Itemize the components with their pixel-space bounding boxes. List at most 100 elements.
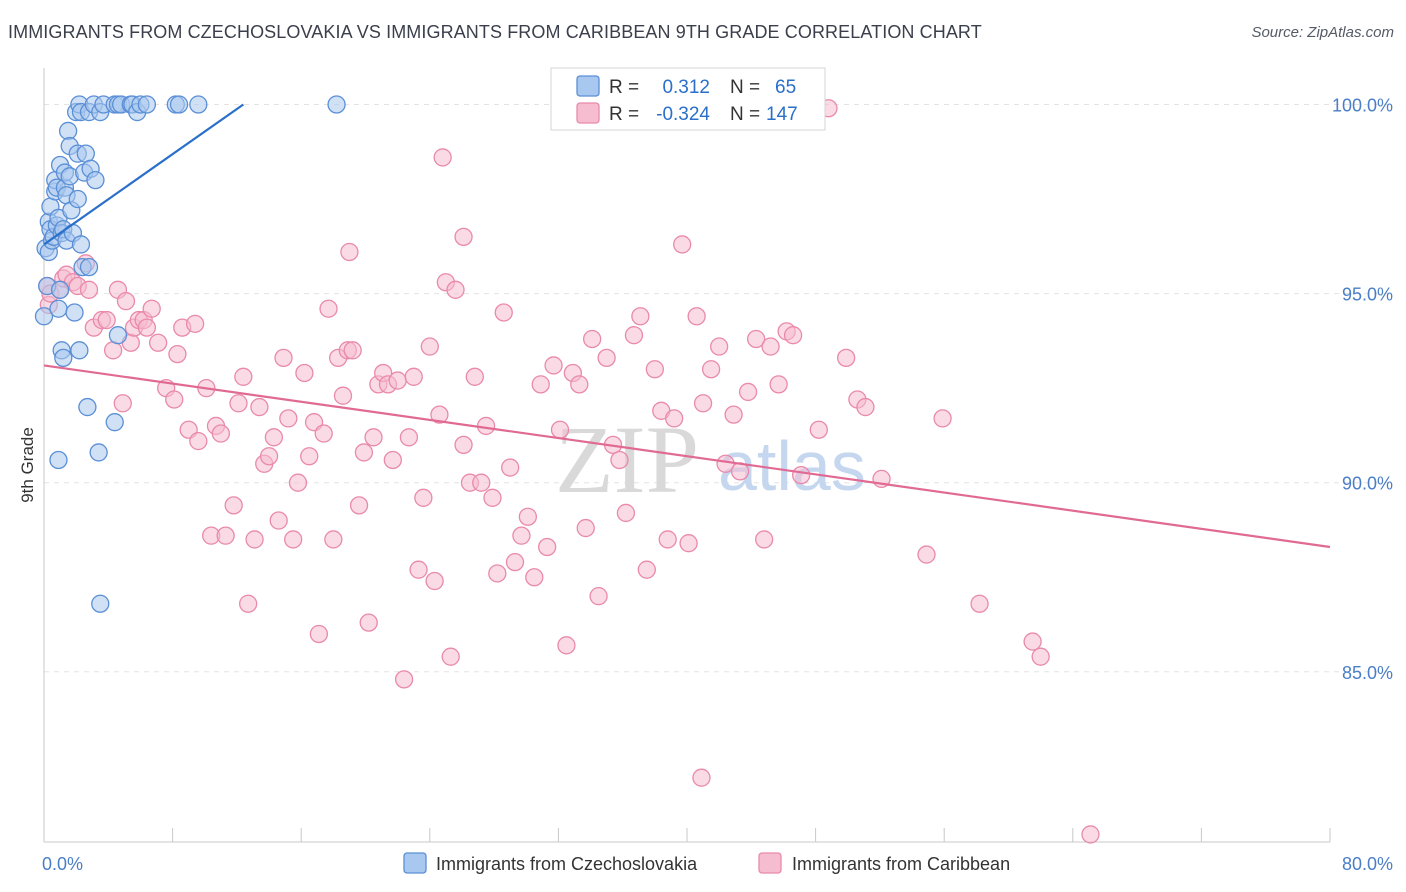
data-point-pink xyxy=(701,360,721,379)
data-point-pink xyxy=(324,530,343,549)
data-point-pink xyxy=(518,507,538,526)
data-point-pink xyxy=(295,363,314,383)
data-point-blue xyxy=(68,189,87,209)
data-point-pink xyxy=(185,314,205,333)
data-point-pink xyxy=(465,367,484,386)
data-point-pink xyxy=(624,326,644,345)
data-point-pink xyxy=(343,341,362,360)
n-value-blue: 65 xyxy=(775,77,796,98)
data-point-pink xyxy=(279,409,298,428)
data-point-pink xyxy=(687,307,706,326)
data-point-pink xyxy=(264,428,284,447)
bottom-legend-swatch-blue xyxy=(403,852,427,874)
data-point-pink xyxy=(333,386,353,405)
data-point-pink xyxy=(637,560,656,579)
data-point-pink xyxy=(142,299,161,318)
data-point-pink xyxy=(116,291,136,311)
data-point-blue xyxy=(50,280,70,299)
data-point-pink xyxy=(113,394,132,413)
data-point-pink xyxy=(165,390,184,409)
y-tick-label: 95.0% xyxy=(1342,285,1393,305)
bottom-legend-label-pink: Immigrants from Caribbean xyxy=(792,854,1010,874)
data-point-pink xyxy=(340,242,359,262)
data-point-pink xyxy=(364,428,383,447)
data-point-pink xyxy=(1081,825,1100,844)
r-value-blue: 0.312 xyxy=(662,77,710,98)
data-point-pink xyxy=(610,450,629,470)
legend-swatch-blue xyxy=(576,75,600,97)
data-point-pink xyxy=(769,375,788,394)
data-point-blue xyxy=(137,95,157,114)
data-point-pink xyxy=(738,382,758,402)
data-point-pink xyxy=(425,571,444,591)
x-tick-label-max: 80.0% xyxy=(1342,854,1393,874)
data-point-pink xyxy=(616,503,636,523)
data-point-pink xyxy=(1023,632,1042,651)
data-point-pink xyxy=(761,337,780,356)
legend-swatch-pink xyxy=(576,102,600,124)
data-point-blue xyxy=(108,326,128,345)
y-tick-label: 85.0% xyxy=(1342,663,1393,683)
data-point-pink xyxy=(433,148,452,167)
data-point-pink xyxy=(933,409,952,428)
data-point-blue xyxy=(327,95,346,114)
data-point-pink xyxy=(755,530,774,549)
data-point-pink xyxy=(399,428,419,447)
data-point-pink xyxy=(103,341,123,360)
data-point-blue xyxy=(105,413,124,432)
axes: 0.0% 80.0% xyxy=(42,68,1393,874)
data-point-pink xyxy=(354,443,374,462)
y-tick-label: 90.0% xyxy=(1342,474,1393,494)
data-point-blue xyxy=(54,348,73,368)
data-point-pink xyxy=(576,518,595,538)
data-point-pink xyxy=(404,367,423,386)
n-value-pink: 147 xyxy=(766,104,798,125)
grid-lines: 85.0% 90.0% 95.0% 100.0% xyxy=(44,95,1393,683)
data-point-pink xyxy=(288,473,308,492)
data-point-blue xyxy=(79,257,99,277)
data-point-pink xyxy=(394,670,414,689)
data-point-blue xyxy=(70,341,89,360)
data-point-blue xyxy=(78,397,97,417)
data-point-pink xyxy=(710,337,729,356)
data-point-blue xyxy=(76,144,95,163)
data-point-pink xyxy=(274,348,293,368)
data-point-pink xyxy=(512,526,531,545)
data-point-pink xyxy=(836,348,856,368)
data-point-pink xyxy=(631,307,650,326)
data-point-blue xyxy=(91,594,110,613)
data-point-pink xyxy=(383,450,402,470)
data-point-pink xyxy=(472,473,491,492)
data-point-pink xyxy=(664,409,684,428)
data-point-pink xyxy=(494,303,513,322)
data-point-pink xyxy=(441,647,460,666)
data-point-pink xyxy=(724,405,743,424)
data-point-pink xyxy=(673,235,692,254)
data-point-blue xyxy=(49,299,68,318)
data-point-pink xyxy=(300,447,319,466)
data-point-pink xyxy=(259,447,279,466)
data-point-pink xyxy=(79,280,99,299)
czechoslovakia-points xyxy=(34,95,346,613)
data-point-pink xyxy=(420,337,439,356)
data-point-pink xyxy=(1031,647,1050,666)
data-point-pink xyxy=(809,420,828,439)
data-point-pink xyxy=(359,613,378,632)
data-point-pink xyxy=(284,530,303,549)
data-point-pink xyxy=(239,594,258,613)
data-point-pink xyxy=(693,394,713,413)
data-point-pink xyxy=(856,397,875,417)
data-point-pink xyxy=(446,280,465,299)
data-point-pink xyxy=(137,318,157,337)
stats-legend: R = 0.312 N = 65 R = -0.324 N = 147 xyxy=(550,67,826,131)
r-label-pink: R = xyxy=(609,104,639,125)
trend-line-blue xyxy=(43,103,244,246)
data-point-pink xyxy=(189,431,208,451)
x-tick-label-min: 0.0% xyxy=(42,854,83,874)
data-point-pink xyxy=(245,530,264,549)
data-point-blue xyxy=(71,235,91,254)
data-point-pink xyxy=(216,526,235,545)
data-point-pink xyxy=(597,348,616,368)
n-label-pink: N = xyxy=(730,104,760,125)
n-label-blue: N = xyxy=(730,77,760,98)
